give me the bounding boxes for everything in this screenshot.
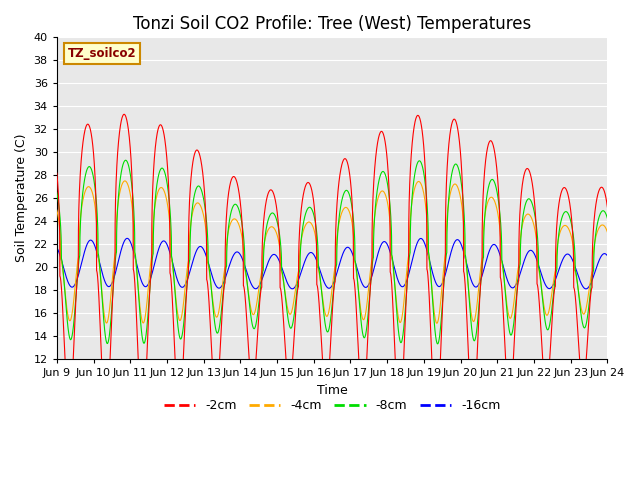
-2cm <box>53 170 61 176</box>
X-axis label: Time: Time <box>317 384 348 396</box>
-8cm <box>604 216 611 221</box>
-8cm <box>434 341 442 347</box>
-16cm <box>274 255 282 261</box>
-4cm <box>283 300 291 306</box>
Line: -4cm: -4cm <box>57 181 607 323</box>
-4cm <box>274 235 282 241</box>
-4cm <box>604 229 611 235</box>
-16cm <box>289 286 296 292</box>
-4cm <box>53 207 61 213</box>
-8cm <box>53 190 61 195</box>
-4cm <box>564 225 572 231</box>
-4cm <box>121 178 129 184</box>
Title: Tonzi Soil CO2 Profile: Tree (West) Temperatures: Tonzi Soil CO2 Profile: Tree (West) Temp… <box>133 15 531 33</box>
Line: -2cm: -2cm <box>57 114 607 424</box>
-2cm <box>432 421 440 427</box>
Legend: -2cm, -4cm, -8cm, -16cm: -2cm, -4cm, -8cm, -16cm <box>159 394 506 417</box>
-4cm <box>458 199 465 205</box>
Line: -16cm: -16cm <box>57 239 607 289</box>
-2cm <box>283 365 291 371</box>
-16cm <box>564 251 572 257</box>
Text: TZ_soilco2: TZ_soilco2 <box>68 47 136 60</box>
-16cm <box>283 278 291 284</box>
-2cm <box>604 204 611 210</box>
-2cm <box>289 358 296 364</box>
-2cm <box>564 192 572 198</box>
-16cm <box>604 253 611 259</box>
-8cm <box>564 211 572 216</box>
-16cm <box>458 241 465 247</box>
-8cm <box>76 234 84 240</box>
-4cm <box>76 221 84 227</box>
-8cm <box>458 180 465 186</box>
-4cm <box>289 305 296 311</box>
-16cm <box>124 236 131 241</box>
-2cm <box>458 162 465 168</box>
-8cm <box>289 322 296 327</box>
-2cm <box>76 176 84 182</box>
Y-axis label: Soil Temperature (C): Soil Temperature (C) <box>15 134 28 263</box>
-8cm <box>122 157 129 163</box>
-16cm <box>76 266 84 272</box>
-4cm <box>433 320 441 326</box>
Line: -8cm: -8cm <box>57 160 607 344</box>
-8cm <box>274 223 282 228</box>
-8cm <box>283 305 291 311</box>
-2cm <box>274 217 282 223</box>
-2cm <box>120 111 128 117</box>
-16cm <box>582 286 590 292</box>
-16cm <box>53 245 61 251</box>
